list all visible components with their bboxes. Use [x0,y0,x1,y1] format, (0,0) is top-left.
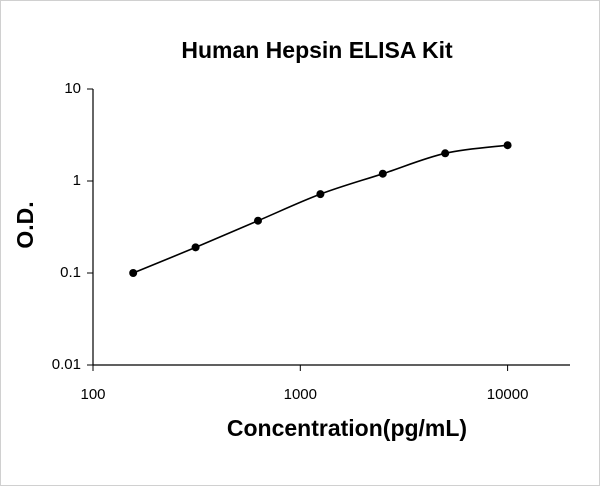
chart-title: Human Hepsin ELISA Kit [181,37,453,63]
x-tick-label: 10000 [487,386,529,403]
x-tick-label: 100 [80,386,105,403]
point [316,190,325,199]
y-tick-label: 0.01 [52,356,81,373]
point [503,141,512,150]
x-axis-label: Concentration(pg/mL) [227,415,467,441]
y-tick-label: 0.1 [60,264,81,281]
point [378,169,387,178]
point [441,149,450,158]
point [191,243,200,252]
y-tick-label: 1 [73,172,81,189]
point [129,269,138,277]
point [253,216,262,225]
y-tick-label: 10 [64,80,81,97]
x-tick-label: 1000 [284,386,317,403]
y-axis-label: O.D. [12,201,38,248]
